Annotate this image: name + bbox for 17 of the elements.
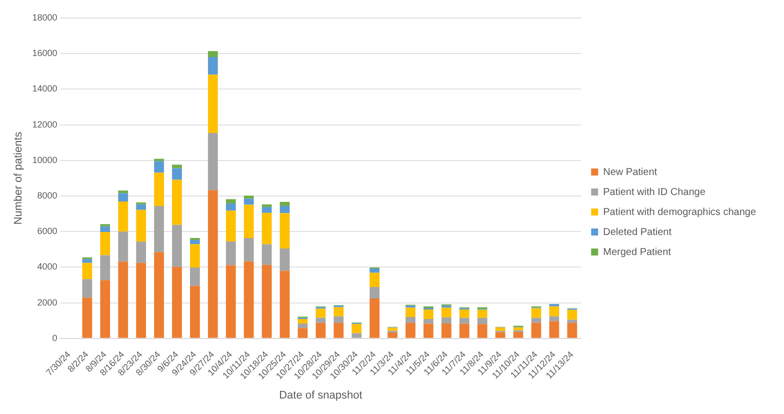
y-tick-label: 12000 [32, 119, 58, 130]
y-tick-label: 18000 [32, 12, 58, 22]
y-tick-label: 10000 [32, 154, 58, 165]
legend-label: Merged Patient [603, 246, 672, 258]
legend-label: Patient with demographics change [603, 206, 756, 218]
y-tick-label: 8000 [37, 190, 58, 200]
legend-label: New Patient [603, 166, 658, 178]
legend-label: Patient with ID Change [603, 186, 706, 198]
y-tick-label: 4000 [37, 262, 58, 272]
y-axis-title: Number of patients [12, 131, 25, 225]
y-tick-label: 16000 [32, 48, 58, 58]
y-tick-label: 14000 [32, 84, 58, 94]
y-tick-label: 6000 [37, 226, 58, 236]
legend-label: Deleted Patient [603, 226, 672, 238]
x-axis-title: Date of snapshot [279, 389, 362, 402]
y-tick-label: 0 [52, 332, 58, 343]
y-tick-label: 2000 [37, 297, 58, 308]
